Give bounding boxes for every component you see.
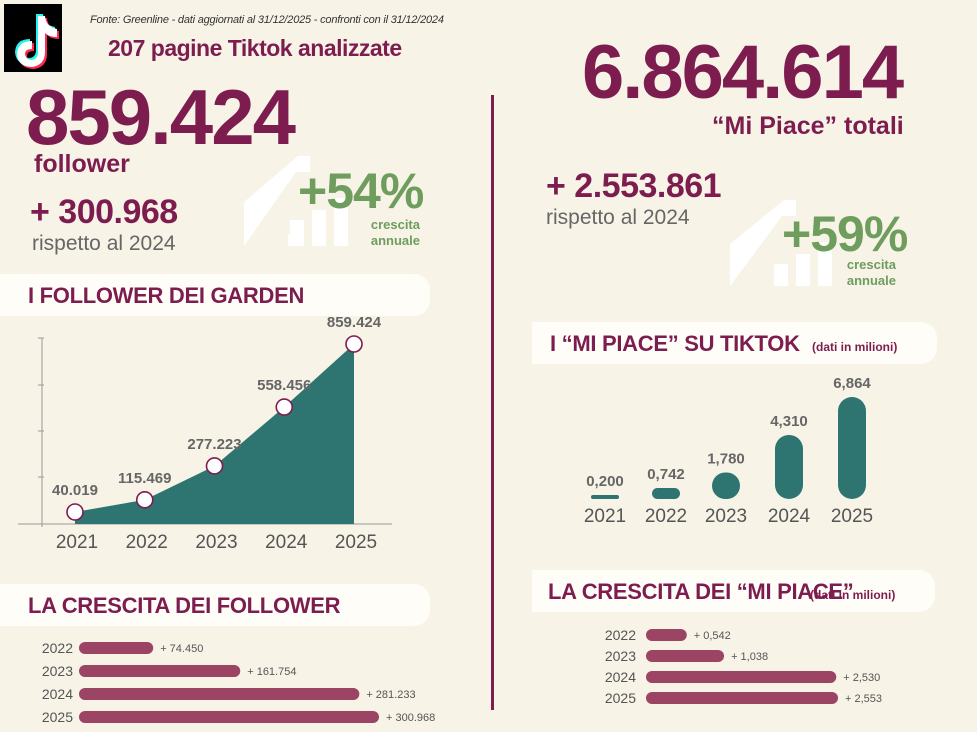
growth-label-2025: + 2,553 — [845, 693, 882, 705]
likes-bar-tick-2025: 2025 — [831, 506, 873, 527]
likes-bar-2021 — [591, 495, 619, 499]
growth-tick-2023: 2023 — [605, 648, 636, 664]
likes-bar-label-2025: 6,864 — [833, 375, 871, 392]
growth-tick-2024: 2024 — [42, 686, 73, 702]
likes-bar-2022 — [652, 487, 680, 499]
growth-tick-2023: 2023 — [42, 663, 73, 679]
followers-compare: rispetto al 2024 — [32, 232, 176, 255]
growth-label-2023: + 161.754 — [247, 666, 296, 678]
likes-chart-header: I “MI PIACE” SU TIKTOK (dati in milioni) — [532, 322, 937, 364]
source-note: Fonte: Greenline - dati aggiornati al 31… — [90, 14, 444, 26]
growth-bar-2025 — [646, 692, 838, 704]
likes-bar-label-2022: 0,742 — [647, 466, 685, 483]
likes-growth-pct: +59% — [782, 206, 908, 262]
growth-bar-2023 — [79, 665, 241, 677]
likes-growth-title: LA CRESCITA DEI “MI PIACE” — [548, 579, 854, 604]
likes-bar-tick-2023: 2023 — [705, 506, 747, 527]
growth-label-2024: + 281.233 — [366, 689, 415, 701]
likes-growth-label-2: annuale — [846, 272, 896, 288]
likes-bar-chart: 0,200 2021 0,742 2022 1,780 2023 4,310 2024 6,86… — [584, 375, 873, 527]
likes-growth-label-1: crescita — [846, 257, 896, 272]
followers-chart-header: I FOLLOWER DEI GARDEN — [0, 274, 430, 316]
pages-analyzed: 207 pagine Tiktok analizzate — [108, 35, 402, 61]
followers-area — [75, 344, 354, 524]
likes-growth-chart: 2022 + 0,542 2023 + 1,038 2024 + 2,530 2025 + 2… — [605, 627, 882, 706]
followers-increase: + 300.968 — [30, 193, 178, 231]
area-point-2021 — [66, 503, 84, 521]
likes-chart-title: I “MI PIACE” SU TIKTOK — [550, 331, 800, 356]
likes-bar-tick-2021: 2021 — [584, 506, 626, 527]
growth-tick-2024: 2024 — [605, 669, 636, 685]
area-point-2022 — [135, 491, 154, 509]
growth-tick-2022: 2022 — [605, 627, 636, 643]
growth-label-2023: + 1,038 — [731, 651, 768, 663]
followers-growth-label-1: crescita — [370, 217, 420, 232]
growth-label-2024: + 2,530 — [843, 672, 880, 684]
likes-total: 6.864.614 — [582, 30, 904, 115]
followers-growth-pct: +54% — [298, 163, 424, 219]
area-tick-2023: 2023 — [195, 532, 237, 553]
area-label-2022: 115.469 — [118, 470, 171, 487]
area-label-2023: 277.223 — [187, 436, 241, 453]
growth-label-2022: + 0,542 — [694, 630, 731, 642]
growth-tick-2022: 2022 — [42, 640, 73, 656]
growth-bar-2024 — [79, 688, 360, 700]
likes-growth-header: LA CRESCITA DEI “MI PIACE” (dati in mili… — [532, 570, 935, 612]
area-tick-2024: 2024 — [265, 532, 308, 553]
likes-label: “Mi Piace” totali — [712, 112, 904, 140]
followers-growth-header: LA CRESCITA DEI FOLLOWER — [0, 584, 430, 626]
growth-label-2025: + 300.968 — [386, 712, 435, 724]
likes-bar-tick-2022: 2022 — [645, 506, 687, 527]
area-label-2025: 859.424 — [327, 315, 382, 331]
area-point-2025 — [345, 335, 363, 353]
likes-bar-label-2024: 4,310 — [770, 413, 808, 430]
likes-bar-label-2021: 0,200 — [586, 473, 624, 490]
growth-bar-2022 — [79, 642, 154, 654]
likes-growth-note: (dati in milioni) — [810, 588, 896, 602]
growth-tick-2025: 2025 — [605, 690, 636, 706]
followers-total: 859.424 — [26, 73, 296, 161]
tiktok-note-icon — [15, 14, 59, 69]
area-point-2024 — [275, 398, 294, 416]
likes-compare: rispetto al 2024 — [546, 206, 690, 229]
tiktok-logo — [4, 4, 62, 72]
area-tick-2021: 2021 — [56, 532, 98, 553]
likes-bar-2023 — [712, 472, 740, 499]
growth-tick-2025: 2025 — [42, 709, 73, 725]
likes-chart-note: (dati in milioni) — [812, 340, 898, 354]
area-label-2024: 558.456 — [257, 377, 311, 394]
area-point-2023 — [205, 457, 224, 475]
followers-chart-title: I FOLLOWER DEI GARDEN — [28, 283, 305, 308]
growth-bar-2022 — [646, 629, 687, 641]
followers-growth-title: LA CRESCITA DEI FOLLOWER — [28, 593, 341, 618]
followers-label: follower — [34, 150, 130, 178]
followers-growth-chart: 2022 + 74.450 2023 + 161.754 2024 + 281.233 20… — [42, 640, 435, 725]
likes-bar-2025 — [838, 397, 866, 499]
growth-bar-2025 — [79, 711, 379, 723]
likes-growth-label: crescita annuale — [836, 257, 896, 288]
growth-bar-2024 — [646, 671, 837, 683]
center-divider — [491, 95, 494, 710]
area-label-2021: 40.019 — [52, 482, 98, 499]
likes-bar-tick-2024: 2024 — [768, 506, 811, 527]
likes-bar-2024 — [775, 434, 803, 499]
growth-arrow-icon-right — [730, 200, 832, 286]
followers-area-chart: 40.019 2021 115.469 2022 277.223 2023 558.456 2… — [18, 315, 392, 553]
likes-increase: + 2.553.861 — [546, 167, 722, 205]
followers-growth-label-2: annuale — [370, 232, 420, 248]
followers-growth-label: crescita annuale — [360, 217, 420, 248]
growth-arrow-icon — [244, 156, 348, 246]
growth-bar-2023 — [646, 650, 725, 662]
likes-bar-label-2023: 1,780 — [707, 451, 745, 468]
growth-label-2022: + 74.450 — [160, 643, 203, 655]
area-tick-2022: 2022 — [126, 532, 168, 553]
area-tick-2025: 2025 — [335, 532, 377, 553]
